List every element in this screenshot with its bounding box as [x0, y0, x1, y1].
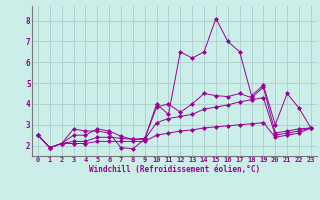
X-axis label: Windchill (Refroidissement éolien,°C): Windchill (Refroidissement éolien,°C) — [89, 165, 260, 174]
